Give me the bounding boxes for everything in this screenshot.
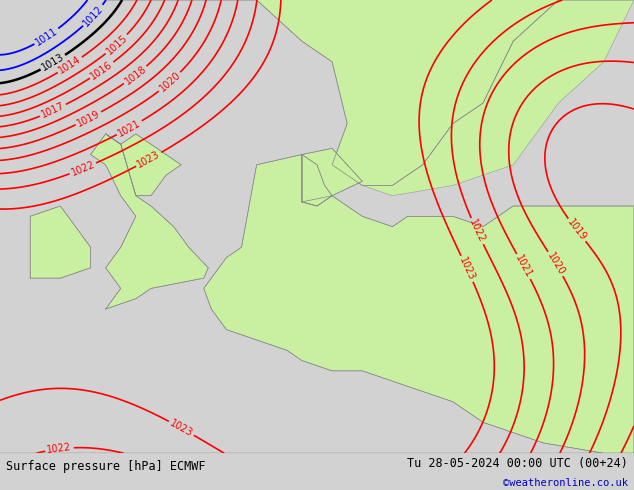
Polygon shape [106, 0, 634, 185]
Text: 1020: 1020 [545, 251, 566, 277]
Text: 1023: 1023 [457, 255, 477, 282]
Polygon shape [91, 134, 209, 309]
Text: 1022: 1022 [467, 218, 487, 245]
Text: 1019: 1019 [566, 217, 588, 243]
Polygon shape [0, 154, 634, 453]
Text: 1014: 1014 [57, 54, 83, 76]
Polygon shape [106, 134, 181, 196]
Text: 1022: 1022 [70, 159, 96, 178]
Text: 1023: 1023 [136, 149, 162, 170]
Text: 1016: 1016 [89, 59, 115, 81]
Polygon shape [30, 206, 91, 278]
Text: 1011: 1011 [34, 26, 60, 48]
Polygon shape [302, 148, 362, 206]
Text: 1019: 1019 [75, 108, 101, 128]
Text: 1020: 1020 [157, 70, 183, 94]
Text: 1021: 1021 [116, 118, 143, 138]
Text: ©weatheronline.co.uk: ©weatheronline.co.uk [503, 478, 628, 489]
Polygon shape [362, 0, 634, 196]
Text: 1021: 1021 [514, 253, 534, 280]
Text: 1022: 1022 [46, 442, 72, 455]
Text: 1018: 1018 [122, 64, 148, 87]
Text: 1023: 1023 [168, 418, 195, 439]
Text: Surface pressure [hPa] ECMWF: Surface pressure [hPa] ECMWF [6, 460, 206, 473]
Text: Tu 28-05-2024 00:00 UTC (00+24): Tu 28-05-2024 00:00 UTC (00+24) [407, 457, 628, 470]
Text: 1015: 1015 [104, 32, 129, 56]
Text: 1017: 1017 [40, 101, 67, 120]
Polygon shape [302, 154, 332, 206]
Text: 1012: 1012 [81, 3, 105, 28]
Text: 1013: 1013 [40, 52, 66, 73]
